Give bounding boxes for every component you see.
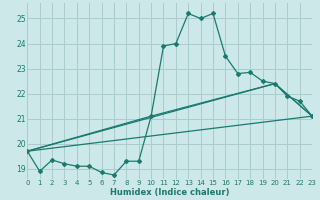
X-axis label: Humidex (Indice chaleur): Humidex (Indice chaleur) xyxy=(110,188,229,197)
